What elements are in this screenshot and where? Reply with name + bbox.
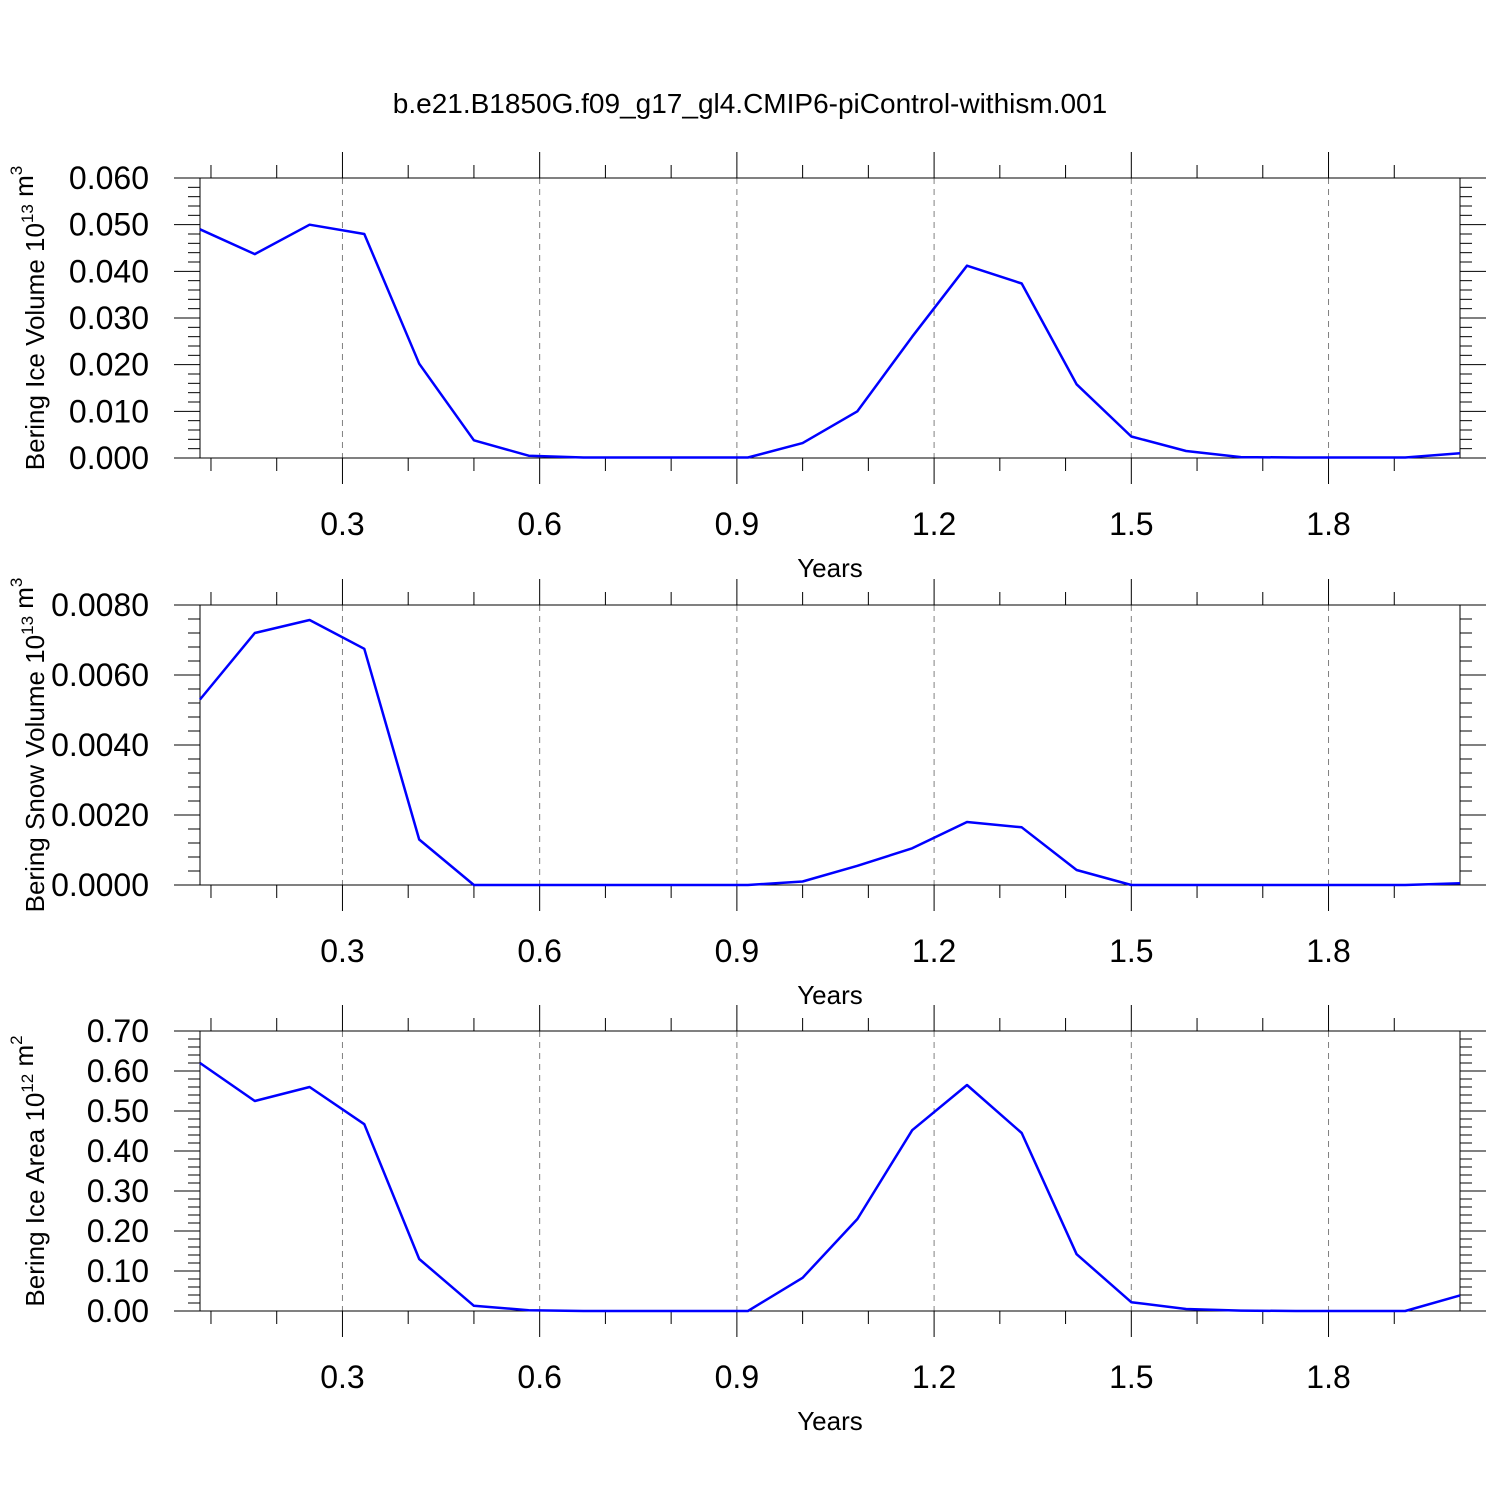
- y-tick-label: 0.040: [69, 253, 149, 289]
- y-tick-label: 0.50: [87, 1093, 149, 1129]
- y-tick-label: 0.010: [69, 393, 149, 429]
- y-tick-label: 0.20: [87, 1213, 149, 1249]
- y-tick-label: 0.050: [69, 207, 149, 243]
- x-tick-label: 0.6: [517, 933, 561, 969]
- y-tick-label: 0.000: [69, 440, 149, 476]
- y-axis-label-superscript: 13: [18, 616, 37, 635]
- panels: 0.3 0.6 0.9 1.2 1.5 1.8 0.000 0.010 0.020 0.030 0.…: [7, 152, 1486, 1436]
- y-axis-label-text: m: [9, 587, 39, 616]
- x-tick-label: 1.2: [912, 933, 956, 969]
- x-tick-label: 0.3: [320, 506, 364, 542]
- x-tick-label: 0.9: [715, 1359, 759, 1395]
- x-tick-label: 0.6: [517, 1359, 561, 1395]
- x-tick-label: 0.3: [320, 933, 364, 969]
- x-tick-label: 1.8: [1306, 506, 1350, 542]
- y-axis-label-superscript: 12: [18, 1074, 37, 1093]
- x-tick-label: 1.5: [1109, 506, 1153, 542]
- x-tick-label: 0.9: [715, 506, 759, 542]
- y-axis-label-text: m: [9, 1045, 39, 1074]
- y-axis-label-superscript: 3: [7, 578, 26, 587]
- y-axis-label-text: Bering Snow Volume 10: [20, 635, 50, 913]
- y-axis-label-text: m: [9, 175, 39, 204]
- y-tick-label: 0.0060: [51, 657, 149, 693]
- panel-3: 0.3 0.6 0.9 1.2 1.5 1.8 0.00 0.10 0.20 0.30 0.40 0.…: [7, 1005, 1486, 1436]
- panel-1: 0.3 0.6 0.9 1.2 1.5 1.8 0.000 0.010 0.020 0.030 0.…: [7, 152, 1486, 583]
- x-tick-label: 1.2: [912, 506, 956, 542]
- y-tick-label: 0.0080: [51, 587, 149, 623]
- y-tick-label: 0.60: [87, 1053, 149, 1089]
- x-tick-label: 0.6: [517, 506, 561, 542]
- y-axis-label: Bering Ice Area 1012 m2: [7, 1035, 50, 1306]
- series-line: [199, 618, 1461, 887]
- x-tick-label: 1.5: [1109, 1359, 1153, 1395]
- y-axis-label-superscript: 13: [18, 204, 37, 223]
- y-tick-label: 0.060: [69, 160, 149, 196]
- y-tick-label: 0.70: [87, 1013, 149, 1049]
- plot-frame: [199, 177, 1461, 459]
- y-tick-label: 0.00: [87, 1293, 149, 1329]
- y-tick-label: 0.40: [87, 1133, 149, 1169]
- x-tick-label: 0.9: [715, 933, 759, 969]
- x-tick-label: 1.5: [1109, 933, 1153, 969]
- y-tick-label: 0.0000: [51, 867, 149, 903]
- x-tick-label: 1.8: [1306, 1359, 1350, 1395]
- plot-frame: [199, 1030, 1461, 1312]
- y-tick-label: 0.30: [87, 1173, 149, 1209]
- x-tick-label: 0.3: [320, 1359, 364, 1395]
- y-tick-label: 0.020: [69, 347, 149, 383]
- y-axis-label-superscript: 2: [7, 1035, 26, 1044]
- x-tick-label: 1.8: [1306, 933, 1350, 969]
- x-axis-label: Years: [797, 1406, 863, 1436]
- y-axis-label-superscript: 3: [7, 166, 26, 175]
- y-tick-label: 0.030: [69, 300, 149, 336]
- y-axis-label: Bering Snow Volume 1013 m3: [7, 578, 50, 913]
- series-line: [199, 223, 1461, 459]
- y-tick-label: 0.10: [87, 1253, 149, 1289]
- x-axis-label: Years: [797, 553, 863, 583]
- chart-title: b.e21.B1850G.f09_g17_gl4.CMIP6-piControl…: [393, 88, 1107, 119]
- plot-frame: [199, 604, 1461, 886]
- x-axis-label: Years: [797, 980, 863, 1010]
- x-tick-label: 1.2: [912, 1359, 956, 1395]
- panel-2: 0.3 0.6 0.9 1.2 1.5 1.8 0.0000 0.0020 0.0040 0.00…: [7, 578, 1486, 1010]
- y-axis-label-text: Bering Ice Volume 10: [20, 223, 50, 470]
- y-axis-label-text: Bering Ice Area 10: [20, 1093, 50, 1307]
- y-tick-label: 0.0040: [51, 727, 149, 763]
- series-line: [199, 1061, 1461, 1313]
- y-tick-label: 0.0020: [51, 797, 149, 833]
- y-axis-label: Bering Ice Volume 1013 m3: [7, 166, 50, 470]
